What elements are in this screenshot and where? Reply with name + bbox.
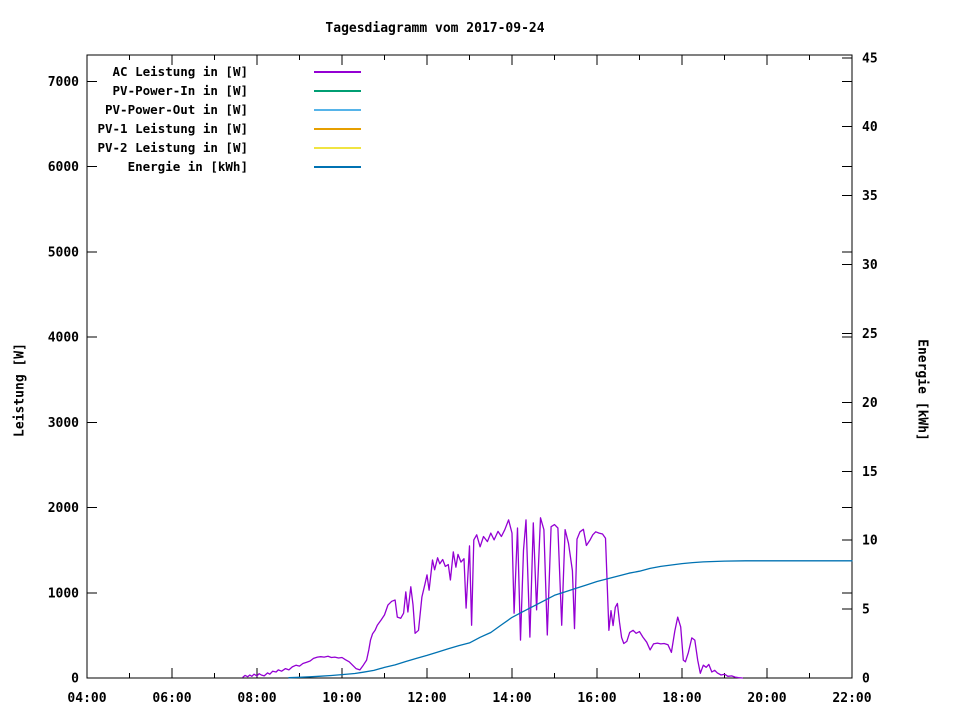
- y1-tick-label: 4000: [48, 331, 79, 346]
- y2-tick-label: 40: [862, 120, 878, 135]
- x-tick-label: 16:00: [577, 691, 616, 706]
- y2-tick-label: 35: [862, 189, 878, 204]
- legend-label-ac-leistung: AC Leistung in [W]: [112, 64, 248, 79]
- y2-tick-label: 45: [862, 51, 878, 66]
- legend-line-sample-energie: [314, 165, 361, 168]
- legend-label-pv-power-out: PV-Power-Out in [W]: [105, 102, 248, 117]
- y1-tick-label: 3000: [48, 416, 79, 431]
- y2-tick-label: 15: [862, 465, 878, 480]
- legend-line-sample-ac-leistung: [314, 70, 361, 73]
- legend-line-sample-pv-power-out: [314, 108, 361, 111]
- legend-line-sample-pv2-leistung: [314, 146, 361, 149]
- series-line-energie-in-kwh-: [288, 560, 853, 679]
- x-tick-label: 18:00: [662, 691, 701, 706]
- legend-label-pv-power-in: PV-Power-In in [W]: [112, 83, 248, 98]
- y1-tick-label: 1000: [48, 586, 79, 601]
- x-tick-label: 06:00: [152, 691, 191, 706]
- y2-tick-label: 10: [862, 534, 878, 549]
- y1-tick-label: 6000: [48, 160, 79, 175]
- y-axis-label: Leistung [W]: [12, 343, 28, 437]
- y1-tick-label: 2000: [48, 501, 79, 516]
- legend-entry-pv2-leistung: PV-2 Leistung in [W]: [87, 138, 367, 157]
- y2-tick-label: 30: [862, 258, 878, 273]
- y1-tick-label: 5000: [48, 245, 79, 260]
- y2-tick-label: 20: [862, 396, 878, 411]
- y2-tick-label: 25: [862, 327, 878, 342]
- y1-tick-label: 0: [71, 672, 79, 687]
- x-tick-label: 22:00: [832, 691, 871, 706]
- x-tick-label: 04:00: [67, 691, 106, 706]
- legend-entry-energie: Energie in [kWh]: [87, 157, 367, 176]
- chart-title: Tagesdiagramm vom 2017-09-24: [325, 21, 545, 36]
- y1-tick-label: 7000: [48, 75, 79, 90]
- legend-entry-ac-leistung: AC Leistung in [W]: [87, 62, 367, 81]
- x-tick-label: 14:00: [492, 691, 531, 706]
- x-tick-label: 10:00: [322, 691, 361, 706]
- y2-tick-label: 5: [862, 603, 870, 618]
- y2-tick-label: 0: [862, 672, 870, 687]
- legend-label-pv2-leistung: PV-2 Leistung in [W]: [97, 140, 248, 155]
- legend-line-sample-pv1-leistung: [314, 127, 361, 130]
- legend-line-sample-pv-power-in: [314, 89, 361, 92]
- x-tick-label: 08:00: [237, 691, 276, 706]
- x-tick-label: 12:00: [407, 691, 446, 706]
- legend-label-pv1-leistung: PV-1 Leistung in [W]: [97, 121, 248, 136]
- series-line-ac-leistung-in-w-: [242, 517, 744, 679]
- legend-entry-pv1-leistung: PV-1 Leistung in [W]: [87, 119, 367, 138]
- y2-axis-label: Energie [kWh]: [914, 339, 930, 441]
- legend-entry-pv-power-in: PV-Power-In in [W]: [87, 81, 367, 100]
- legend-label-energie: Energie in [kWh]: [127, 159, 248, 174]
- x-tick-label: 20:00: [747, 691, 786, 706]
- legend: AC Leistung in [W] PV-Power-In in [W] PV…: [87, 62, 367, 176]
- legend-entry-pv-power-out: PV-Power-Out in [W]: [87, 100, 367, 119]
